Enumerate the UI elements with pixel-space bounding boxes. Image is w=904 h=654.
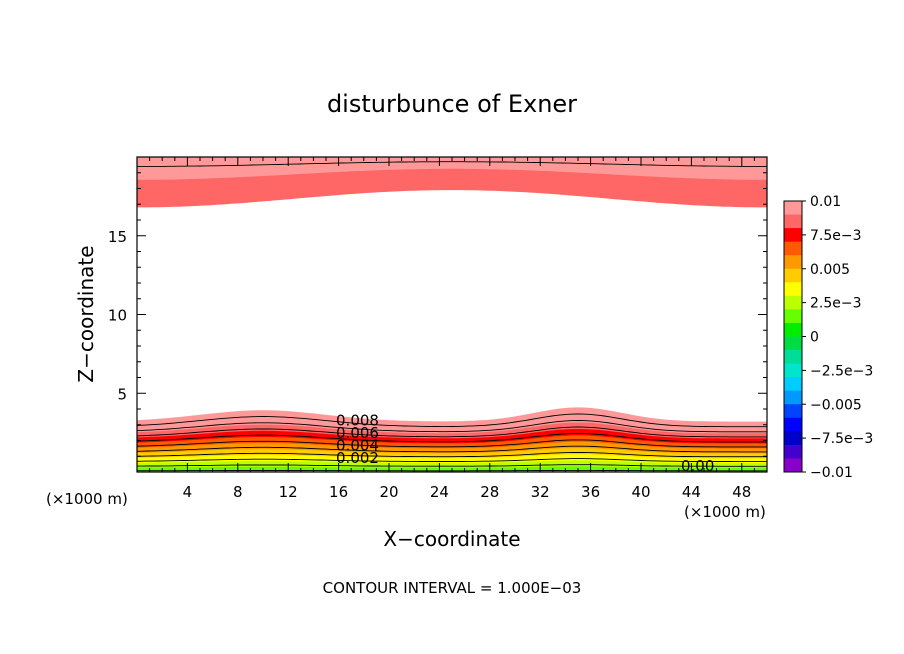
contour-label: 0.004 xyxy=(336,437,379,455)
y-tick-label: 15 xyxy=(108,228,127,246)
colorbar-swatch xyxy=(784,322,802,337)
contour-label: 0.006 xyxy=(336,424,379,442)
colorbar-label: 0.01 xyxy=(810,194,841,210)
colorbar-label: 7.5e−3 xyxy=(810,228,862,244)
lower-contour-line xyxy=(136,445,767,453)
x-tick-label: 12 xyxy=(279,483,298,501)
colorbar-label: −2.5e−3 xyxy=(810,363,873,379)
colorbar-swatch xyxy=(784,201,802,216)
contour-interval-note: CONTOUR INTERVAL = 1.000E−03 xyxy=(323,579,582,597)
x-unit-right: (×1000 m) xyxy=(684,503,766,521)
y-tick-labels: 5 10 15 xyxy=(108,228,127,404)
contour-label: 0.008 xyxy=(336,411,379,429)
x-tick-label: 20 xyxy=(379,483,398,501)
colorbar-label: −7.5e−3 xyxy=(810,431,873,447)
contour-lines xyxy=(136,161,767,472)
lower-contour-line xyxy=(136,458,767,463)
x-axis-label: X−coordinate xyxy=(383,527,520,551)
y-tick-label: 10 xyxy=(108,307,127,325)
chart-title: disturbunce of Exner xyxy=(327,90,577,118)
x-tick-label: 44 xyxy=(682,483,701,501)
lower-contour-line xyxy=(136,420,767,433)
upper-band-fill xyxy=(137,157,767,180)
colorbar-swatch xyxy=(784,377,802,392)
x-tick-label: 8 xyxy=(233,483,243,501)
x-tick-label: 40 xyxy=(631,483,650,501)
x-tick-label: 4 xyxy=(183,483,193,501)
colorbar-swatch xyxy=(784,309,802,324)
axis-ticks xyxy=(137,157,767,472)
contour-label: 0.00 xyxy=(681,457,714,475)
colorbar-swatch xyxy=(784,363,802,378)
x-tick-label: 36 xyxy=(581,483,600,501)
contour-fills xyxy=(137,157,767,472)
x-tick-label: 32 xyxy=(531,483,550,501)
lower-contour-line xyxy=(136,413,767,428)
colorbar-swatch xyxy=(784,404,802,419)
colorbar-swatch xyxy=(784,214,802,229)
colorbar-swatch xyxy=(784,431,802,446)
x-tick-label: 28 xyxy=(480,483,499,501)
colorbar-swatch xyxy=(784,458,802,473)
colorbar-swatch xyxy=(784,255,802,270)
colorbar-label: 2.5e−3 xyxy=(810,296,862,312)
colorbar-swatch xyxy=(784,444,802,459)
x-tick-label: 16 xyxy=(329,483,348,501)
colorbar-label: −0.01 xyxy=(810,465,853,481)
lower-contour-line xyxy=(137,464,767,467)
colorbar-swatch xyxy=(784,417,802,432)
y-axis-label: Z−coordinate xyxy=(74,245,98,382)
x-unit-left: (×1000 m) xyxy=(46,490,128,508)
y-tick-label: 5 xyxy=(117,385,127,403)
lower-contour-line xyxy=(136,439,767,448)
colorbar-swatch xyxy=(784,282,802,297)
colorbar-swatch xyxy=(784,268,802,283)
colorbar-swatch xyxy=(784,295,802,310)
lower-band-fill xyxy=(137,407,767,429)
lower-contour-line xyxy=(136,452,767,458)
colorbar-label: 0.005 xyxy=(810,262,850,278)
colorbar-swatch xyxy=(784,228,802,243)
lower-contour-line xyxy=(136,426,767,438)
colorbar-label: −0.005 xyxy=(810,397,862,413)
colorbar-swatch xyxy=(784,390,802,405)
colorbar xyxy=(783,200,806,473)
colorbar-labels: 0.01 7.5e−3 0.005 2.5e−3 0 −2.5e−3 −0.005 −7.5e… xyxy=(810,194,873,481)
contour-label: 0.002 xyxy=(336,449,379,467)
upper-contour-line xyxy=(137,161,767,167)
x-tick-label: 24 xyxy=(430,483,449,501)
colorbar-label: 0 xyxy=(810,330,819,346)
x-tick-labels: 4 8 12 16 20 24 28 32 36 40 44 48 xyxy=(183,483,752,501)
x-tick-label: 48 xyxy=(732,483,751,501)
colorbar-swatch xyxy=(784,241,802,256)
colorbar-swatch xyxy=(784,350,802,365)
lower-contour-line xyxy=(136,433,767,443)
colorbar-swatch xyxy=(784,336,802,351)
